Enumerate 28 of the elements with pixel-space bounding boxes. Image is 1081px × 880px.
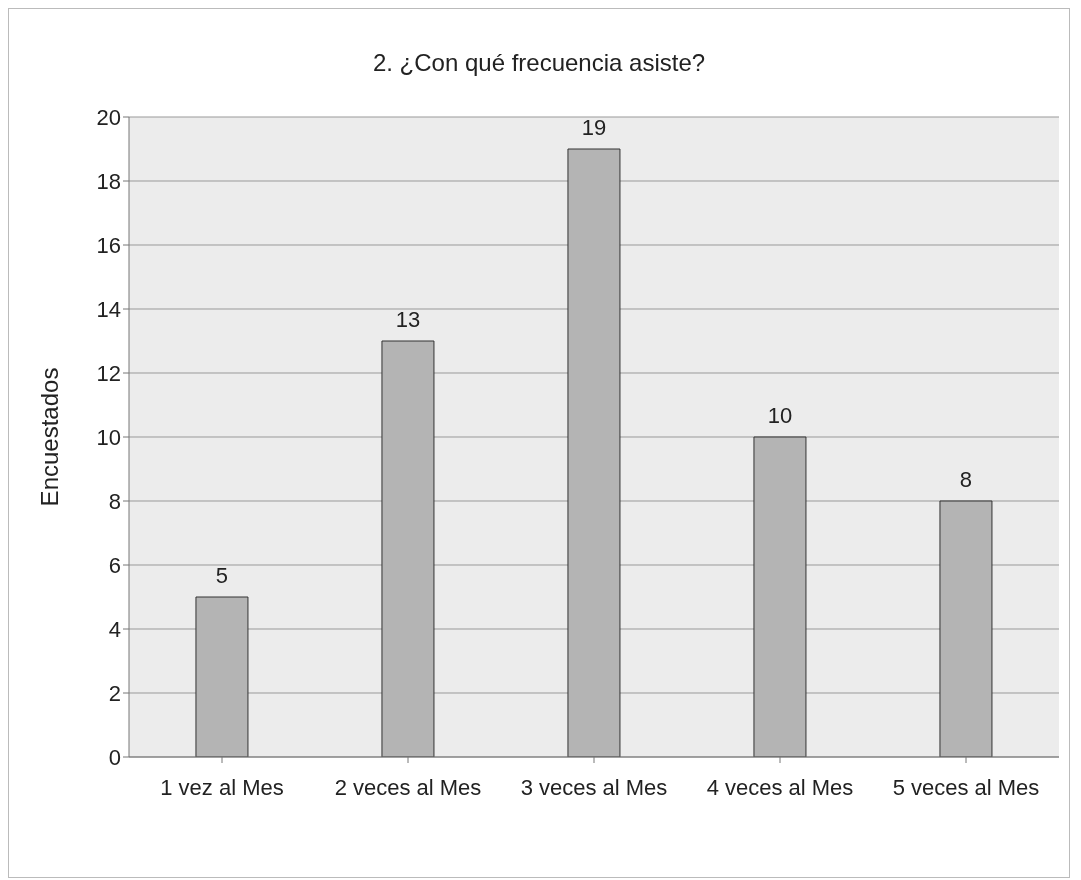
x-tick-label: 3 veces al Mes <box>520 774 668 800</box>
data-label: 8 <box>959 467 973 492</box>
data-label: 10 <box>767 403 793 428</box>
y-tick-label: 18 <box>96 168 121 194</box>
data-label: 19 <box>581 115 607 140</box>
data-label: 13 <box>395 307 421 332</box>
y-tick-label: 0 <box>108 744 121 770</box>
y-axis-title: Encuestados <box>35 367 63 507</box>
x-tick-label: 2 veces al Mes <box>334 774 482 800</box>
x-tick-label: 5 veces al Mes <box>892 774 1040 800</box>
y-tick-label: 20 <box>96 104 121 130</box>
bar <box>753 436 807 757</box>
bar <box>939 500 993 757</box>
x-tick-label: 4 veces al Mes <box>706 774 854 800</box>
y-tick-label: 6 <box>108 552 121 578</box>
y-tick-label: 4 <box>108 616 121 642</box>
chart-title: 2. ¿Con qué frecuencia asiste? <box>371 48 707 78</box>
y-tick-label: 12 <box>96 360 121 386</box>
bar <box>567 148 621 757</box>
y-tick-label: 8 <box>108 488 121 514</box>
x-tick-label: 1 vez al Mes <box>160 774 284 800</box>
y-tick-label: 10 <box>96 424 121 450</box>
bar <box>381 340 435 757</box>
bar <box>195 596 249 757</box>
y-tick-label: 2 <box>108 680 121 706</box>
y-tick-label: 16 <box>96 232 121 258</box>
y-tick-label: 14 <box>96 296 121 322</box>
data-label: 5 <box>215 563 229 588</box>
